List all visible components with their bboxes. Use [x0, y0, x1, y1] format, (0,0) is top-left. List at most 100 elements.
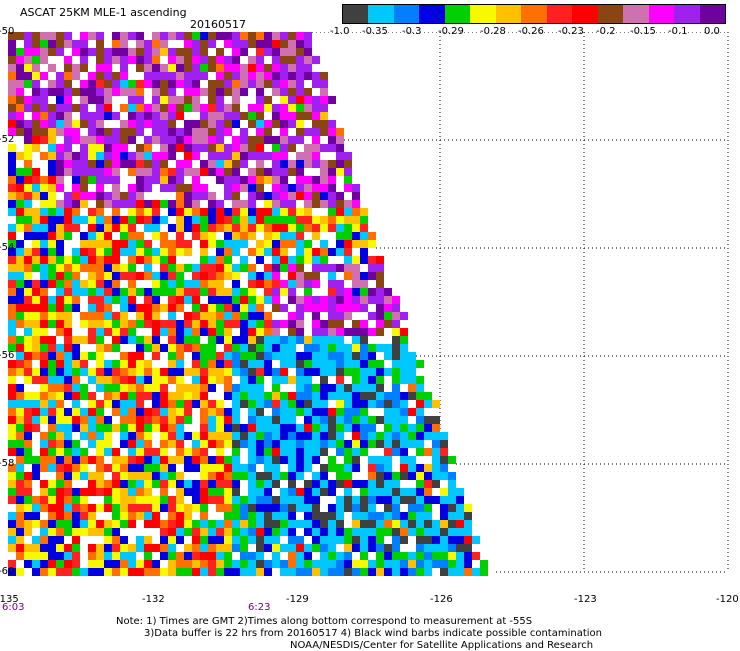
- swath-cell: [368, 352, 376, 360]
- swath-cell: [328, 256, 336, 264]
- swath-cell: [368, 456, 376, 464]
- swath-cell: [360, 232, 368, 240]
- swath-cell: [56, 320, 64, 328]
- swath-cell: [24, 176, 32, 184]
- swath-cell: [48, 528, 56, 536]
- swath-cell: [392, 400, 400, 408]
- swath-cell: [168, 368, 176, 376]
- swath-cell: [152, 56, 160, 64]
- swath-cell: [104, 248, 112, 256]
- swath-cell: [376, 536, 384, 544]
- swath-cell: [96, 256, 104, 264]
- swath-cell: [192, 152, 200, 160]
- swath-cell: [392, 312, 400, 320]
- swath-cell: [176, 424, 184, 432]
- swath-cell: [104, 48, 112, 56]
- swath-cell: [232, 552, 240, 560]
- swath-cell: [120, 240, 128, 248]
- swath-cell: [224, 456, 232, 464]
- swath-cell: [240, 168, 248, 176]
- swath-cell: [224, 352, 232, 360]
- swath-cell: [240, 144, 248, 152]
- swath-cell: [376, 256, 384, 264]
- swath-cell: [168, 40, 176, 48]
- swath-cell: [232, 296, 240, 304]
- swath-cell: [208, 264, 216, 272]
- swath-cell: [16, 440, 24, 448]
- swath-cell: [344, 280, 352, 288]
- swath-cell: [448, 512, 456, 520]
- swath-cell: [296, 336, 304, 344]
- swath-cell: [56, 464, 64, 472]
- swath-cell: [360, 392, 368, 400]
- swath-cell: [216, 128, 224, 136]
- swath-cell: [64, 368, 72, 376]
- swath-cell: [184, 488, 192, 496]
- swath-cell: [144, 472, 152, 480]
- colorbar-tick-label: -0.1: [668, 26, 688, 37]
- swath-cell: [96, 456, 104, 464]
- swath-cell: [80, 32, 88, 40]
- swath-cell: [296, 528, 304, 536]
- swath-cell: [48, 384, 56, 392]
- swath-cell: [112, 536, 120, 544]
- swath-cell: [344, 376, 352, 384]
- swath-cell: [264, 112, 272, 120]
- swath-cell: [160, 504, 168, 512]
- swath-cell: [224, 544, 232, 552]
- swath-cell: [64, 504, 72, 512]
- swath-cell: [120, 440, 128, 448]
- swath-cell: [272, 256, 280, 264]
- swath-cell: [400, 328, 408, 336]
- swath-cell: [264, 344, 272, 352]
- swath-cell: [168, 504, 176, 512]
- swath-cell: [104, 352, 112, 360]
- swath-cell: [80, 280, 88, 288]
- swath-cell: [296, 128, 304, 136]
- swath-cell: [248, 480, 256, 488]
- swath-cell: [48, 184, 56, 192]
- swath-cell: [424, 544, 432, 552]
- swath-cell: [248, 440, 256, 448]
- swath-cell: [416, 568, 424, 576]
- swath-cell: [464, 544, 472, 552]
- swath-cell: [280, 496, 288, 504]
- swath-cell: [136, 136, 144, 144]
- swath-cell: [96, 504, 104, 512]
- swath-cell: [208, 232, 216, 240]
- swath-cell: [24, 80, 32, 88]
- swath-cell: [384, 400, 392, 408]
- swath-cell: [136, 544, 144, 552]
- swath-cell: [120, 40, 128, 48]
- swath-cell: [304, 200, 312, 208]
- swath-cell: [64, 144, 72, 152]
- swath-cell: [424, 472, 432, 480]
- swath-cell: [344, 520, 352, 528]
- swath-cell: [360, 320, 368, 328]
- swath-cell: [136, 72, 144, 80]
- swath-cell: [136, 120, 144, 128]
- swath-cell: [136, 296, 144, 304]
- swath-cell: [344, 152, 352, 160]
- swath-cell: [344, 224, 352, 232]
- swath-cell: [120, 280, 128, 288]
- swath-cell: [40, 64, 48, 72]
- swath-cell: [216, 120, 224, 128]
- swath-cell: [128, 240, 136, 248]
- swath-cell: [112, 280, 120, 288]
- swath-cell: [72, 568, 80, 576]
- swath-cell: [176, 432, 184, 440]
- swath-cell: [104, 304, 112, 312]
- swath-cell: [152, 552, 160, 560]
- swath-cell: [56, 40, 64, 48]
- swath-cell: [304, 88, 312, 96]
- swath-cell: [224, 272, 232, 280]
- swath-cell: [184, 304, 192, 312]
- swath-cell: [32, 328, 40, 336]
- swath-cell: [184, 176, 192, 184]
- swath-cell: [152, 104, 160, 112]
- swath-cell: [256, 184, 264, 192]
- swath-cell: [208, 568, 216, 576]
- swath-cell: [96, 304, 104, 312]
- swath-cell: [248, 344, 256, 352]
